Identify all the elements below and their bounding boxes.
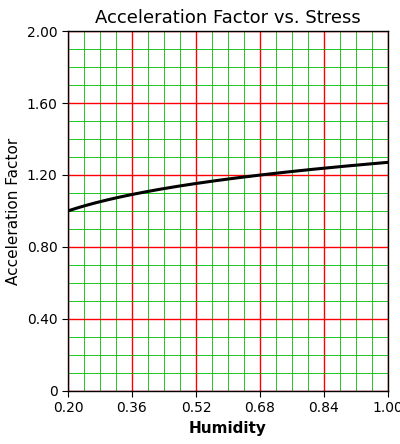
Title: Acceleration Factor vs. Stress: Acceleration Factor vs. Stress: [95, 9, 361, 27]
Y-axis label: Acceleration Factor: Acceleration Factor: [6, 137, 21, 285]
X-axis label: Humidity: Humidity: [189, 421, 267, 436]
